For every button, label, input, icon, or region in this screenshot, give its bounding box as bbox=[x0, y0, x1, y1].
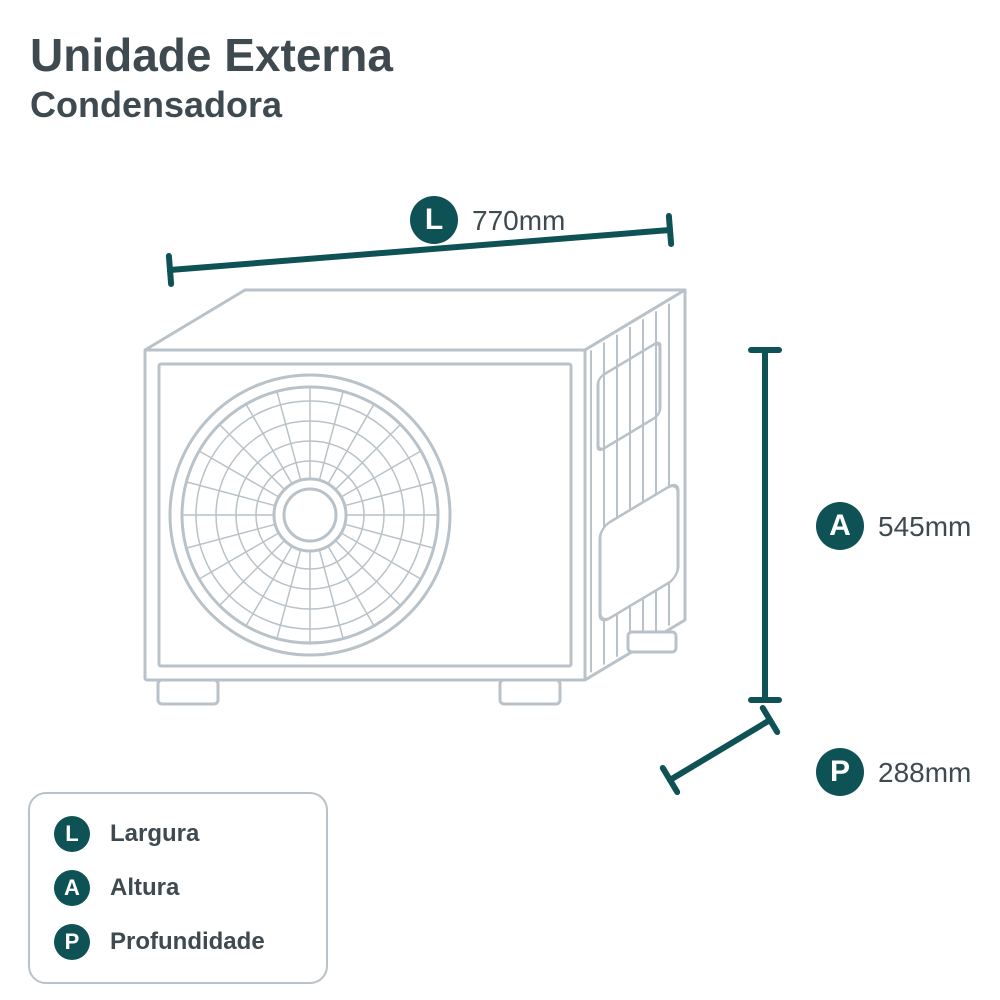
legend-label: Profundidade bbox=[110, 928, 265, 956]
depth-value: 288mm bbox=[878, 757, 971, 789]
legend-box: L Largura A Altura P Profundidade bbox=[28, 792, 328, 984]
legend-row: P Profundidade bbox=[54, 924, 302, 960]
height-badge: A bbox=[816, 502, 864, 550]
width-badge: L bbox=[410, 196, 458, 244]
width-value: 770mm bbox=[472, 205, 565, 237]
legend-badge: A bbox=[54, 870, 90, 906]
legend-row: L Largura bbox=[54, 816, 302, 852]
legend-label: Altura bbox=[110, 874, 179, 902]
height-value: 545mm bbox=[878, 511, 971, 543]
legend-badge: P bbox=[54, 924, 90, 960]
legend-badge: L bbox=[54, 816, 90, 852]
legend-label: Largura bbox=[110, 820, 199, 848]
legend-row: A Altura bbox=[54, 870, 302, 906]
depth-badge: P bbox=[816, 748, 864, 796]
